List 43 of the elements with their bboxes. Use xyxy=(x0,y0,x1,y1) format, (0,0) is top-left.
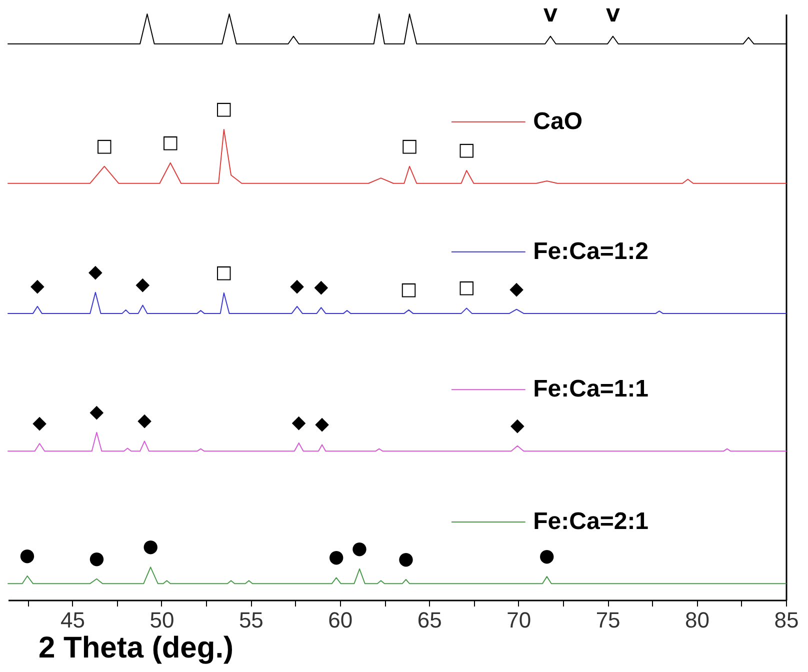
annotation: ◆ xyxy=(136,274,150,296)
annotation: ◆ xyxy=(88,261,103,282)
annotation: ◆ xyxy=(138,410,152,432)
annotation: ◆ xyxy=(510,414,525,436)
x-tick-label: 80 xyxy=(685,608,710,632)
annotation: □ xyxy=(400,278,418,300)
annotation: □ xyxy=(458,277,476,298)
annotation: □ xyxy=(400,135,418,156)
annotation: □ xyxy=(96,135,113,156)
x-tick-label: 70 xyxy=(506,608,532,632)
x-tick-label: 45 xyxy=(60,608,85,632)
annotation: ◆ xyxy=(315,414,330,435)
annotation: ◆ xyxy=(90,401,104,422)
x-tick-label: 65 xyxy=(417,608,442,632)
annotation: ● xyxy=(88,548,105,569)
annotation: □ xyxy=(458,139,476,160)
annotation: ◆ xyxy=(30,275,45,296)
x-tick-label: 75 xyxy=(596,608,620,632)
x-tick-label: 85 xyxy=(774,608,799,632)
annotation: V xyxy=(606,5,620,26)
x-tick-label: 50 xyxy=(150,608,174,632)
legend-label: Fe:Ca=1:1 xyxy=(533,376,649,403)
legend-label: Fe:Ca=1:2 xyxy=(533,238,649,265)
legend-label: CaO xyxy=(533,108,583,135)
annotation: ● xyxy=(398,548,414,570)
annotation: ◆ xyxy=(292,412,306,433)
annotation: ◆ xyxy=(32,412,47,434)
annotation: ◆ xyxy=(314,276,328,298)
annotation: ◆ xyxy=(290,275,304,296)
annotation: ● xyxy=(539,546,555,567)
annotation: ● xyxy=(352,538,368,559)
annotation: □ xyxy=(162,132,179,153)
x-axis-title: 2 Theta (deg.) xyxy=(38,632,234,664)
annotation: ● xyxy=(19,544,36,566)
annotation: ● xyxy=(142,536,158,558)
x-tick-label: 55 xyxy=(238,608,264,632)
annotation: V xyxy=(543,5,558,26)
legend-label: Fe:Ca=2:1 xyxy=(533,508,649,536)
annotation: □ xyxy=(215,262,232,283)
annotation: ◆ xyxy=(510,278,524,300)
x-tick-label: 60 xyxy=(328,608,353,632)
annotation: ● xyxy=(328,546,344,568)
annotation: □ xyxy=(215,98,232,120)
